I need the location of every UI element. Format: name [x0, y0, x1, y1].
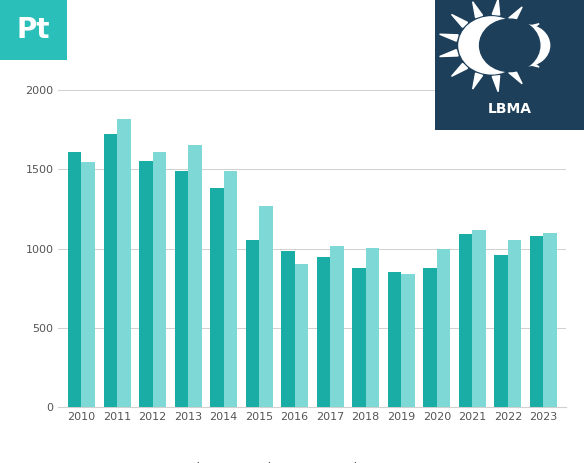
Polygon shape [472, 2, 482, 18]
Bar [210, 188, 224, 407]
Bar [139, 162, 152, 407]
Bar [281, 251, 295, 407]
Polygon shape [451, 63, 468, 76]
Polygon shape [472, 73, 482, 89]
Bar [117, 119, 131, 407]
Polygon shape [522, 24, 539, 34]
Polygon shape [492, 0, 500, 15]
Bar [459, 234, 472, 407]
Bar [175, 171, 188, 407]
Polygon shape [527, 42, 545, 49]
Bar [295, 264, 308, 407]
Bar [224, 171, 237, 407]
Bar [472, 230, 486, 407]
Circle shape [502, 25, 550, 66]
Bar [68, 152, 82, 407]
Bar [259, 206, 273, 407]
Bar [82, 163, 95, 407]
Bar [366, 248, 379, 407]
Polygon shape [451, 14, 468, 27]
Polygon shape [522, 57, 539, 67]
Polygon shape [509, 7, 522, 22]
Bar [317, 257, 330, 407]
Bar [508, 240, 522, 407]
Bar [543, 233, 557, 407]
Bar [494, 255, 508, 407]
Bar [388, 272, 401, 407]
Text: LBMA: LBMA [488, 102, 531, 116]
Bar [437, 249, 450, 407]
Legend: Actual Average Price, Analysts’ Forecast Average: Actual Average Price, Analysts’ Forecast… [134, 462, 491, 463]
Polygon shape [509, 69, 522, 84]
Bar [401, 274, 415, 407]
Polygon shape [440, 34, 458, 41]
Circle shape [459, 17, 524, 74]
Bar [246, 240, 259, 407]
Polygon shape [492, 75, 500, 92]
Polygon shape [440, 50, 458, 56]
Circle shape [500, 29, 538, 62]
Bar [352, 268, 366, 407]
Bar [330, 246, 344, 407]
Bar [423, 269, 437, 407]
Bar [188, 145, 201, 407]
Text: Pt: Pt [17, 16, 50, 44]
Bar [530, 236, 543, 407]
Bar [152, 152, 166, 407]
Bar [103, 134, 117, 407]
Circle shape [479, 19, 540, 72]
